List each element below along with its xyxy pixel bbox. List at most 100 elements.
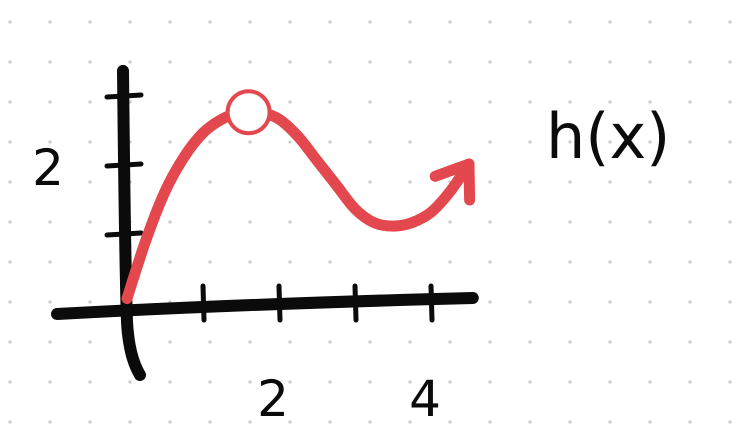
grid-dot	[488, 260, 492, 264]
grid-dot	[48, 180, 52, 184]
grid-dot	[208, 20, 212, 24]
y-tick-labels: 2	[32, 139, 64, 197]
grid-dot	[408, 420, 412, 424]
grid-dot	[488, 300, 492, 304]
grid-dot	[568, 100, 572, 104]
grid-dot	[8, 220, 12, 224]
grid-dot	[368, 140, 372, 144]
y-tick	[104, 230, 144, 238]
grid-dot	[648, 20, 652, 24]
grid-dot	[568, 300, 572, 304]
grid-dot	[48, 340, 52, 344]
grid-dot	[528, 180, 532, 184]
grid-dot	[648, 60, 652, 64]
grid-dot	[208, 340, 212, 344]
grid-dot	[288, 220, 292, 224]
grid-dot	[248, 20, 252, 24]
grid-dot	[8, 140, 12, 144]
grid-dot	[488, 100, 492, 104]
x-tick	[276, 283, 283, 323]
grid-dot	[408, 180, 412, 184]
grid-dot	[208, 260, 212, 264]
grid-dot	[528, 20, 532, 24]
grid-dot	[288, 380, 292, 384]
grid-dot	[248, 60, 252, 64]
grid-dot	[48, 100, 52, 104]
grid-dot	[688, 340, 692, 344]
grid-dot	[528, 220, 532, 224]
grid-dot	[648, 260, 652, 264]
grid-dot	[368, 260, 372, 264]
grid-dot	[408, 340, 412, 344]
grid-dot	[608, 20, 612, 24]
grid-dot	[448, 20, 452, 24]
grid-dot	[248, 180, 252, 184]
open-circle-point	[225, 89, 272, 136]
grid-dot	[88, 60, 92, 64]
grid-dot	[368, 420, 372, 424]
grid-dot	[528, 380, 532, 384]
grid-dot	[488, 340, 492, 344]
grid-dot	[688, 100, 692, 104]
grid-dot	[8, 420, 12, 424]
grid-dot	[48, 380, 52, 384]
grid-dot	[568, 420, 572, 424]
grid-dot	[208, 100, 212, 104]
y-tick	[104, 92, 144, 100]
grid-dot	[448, 220, 452, 224]
grid-dot	[8, 60, 12, 64]
grid-dot	[568, 20, 572, 24]
grid-dot	[8, 100, 12, 104]
grid-dot	[568, 180, 572, 184]
y-tick	[104, 161, 144, 169]
grid-dot	[88, 340, 92, 344]
grid-dot	[488, 60, 492, 64]
grid-dot	[128, 60, 132, 64]
x-tick-label: 2	[257, 370, 289, 428]
grid-dot	[648, 420, 652, 424]
grid-dot	[48, 300, 52, 304]
x-axis	[51, 292, 479, 320]
grid-dot	[208, 220, 212, 224]
grid-dot	[168, 140, 172, 144]
grid-dot	[488, 20, 492, 24]
grid-dot	[208, 180, 212, 184]
grid-dot	[728, 300, 732, 304]
grid-dot	[88, 140, 92, 144]
grid-dot	[88, 180, 92, 184]
grid-dot	[728, 20, 732, 24]
grid-dot	[408, 380, 412, 384]
grid-dot	[288, 100, 292, 104]
grid-dot	[128, 420, 132, 424]
grid-dot	[608, 380, 612, 384]
grid-dot	[48, 140, 52, 144]
grid-dot	[648, 180, 652, 184]
grid-dot	[648, 300, 652, 304]
grid-dot	[728, 260, 732, 264]
grid-dot	[608, 60, 612, 64]
grid-dot	[488, 140, 492, 144]
grid-dot	[688, 140, 692, 144]
grid-dot	[688, 260, 692, 264]
grid-dot	[288, 180, 292, 184]
grid-dot	[648, 140, 652, 144]
grid-dot	[728, 100, 732, 104]
grid-dot	[728, 340, 732, 344]
grid-dot	[608, 420, 612, 424]
grid-dot	[648, 380, 652, 384]
y-ticks	[104, 92, 144, 238]
grid-dot	[448, 420, 452, 424]
grid-dot	[608, 340, 612, 344]
series-curve	[121, 105, 475, 305]
grid-dot	[528, 340, 532, 344]
grid-dot	[408, 20, 412, 24]
grid-dot	[168, 60, 172, 64]
grid-dot	[688, 60, 692, 64]
grid-dot	[168, 220, 172, 224]
grid-dot	[688, 380, 692, 384]
grid-dot	[88, 100, 92, 104]
grid-dot	[568, 60, 572, 64]
grid-dot	[328, 20, 332, 24]
grid-dot	[368, 100, 372, 104]
